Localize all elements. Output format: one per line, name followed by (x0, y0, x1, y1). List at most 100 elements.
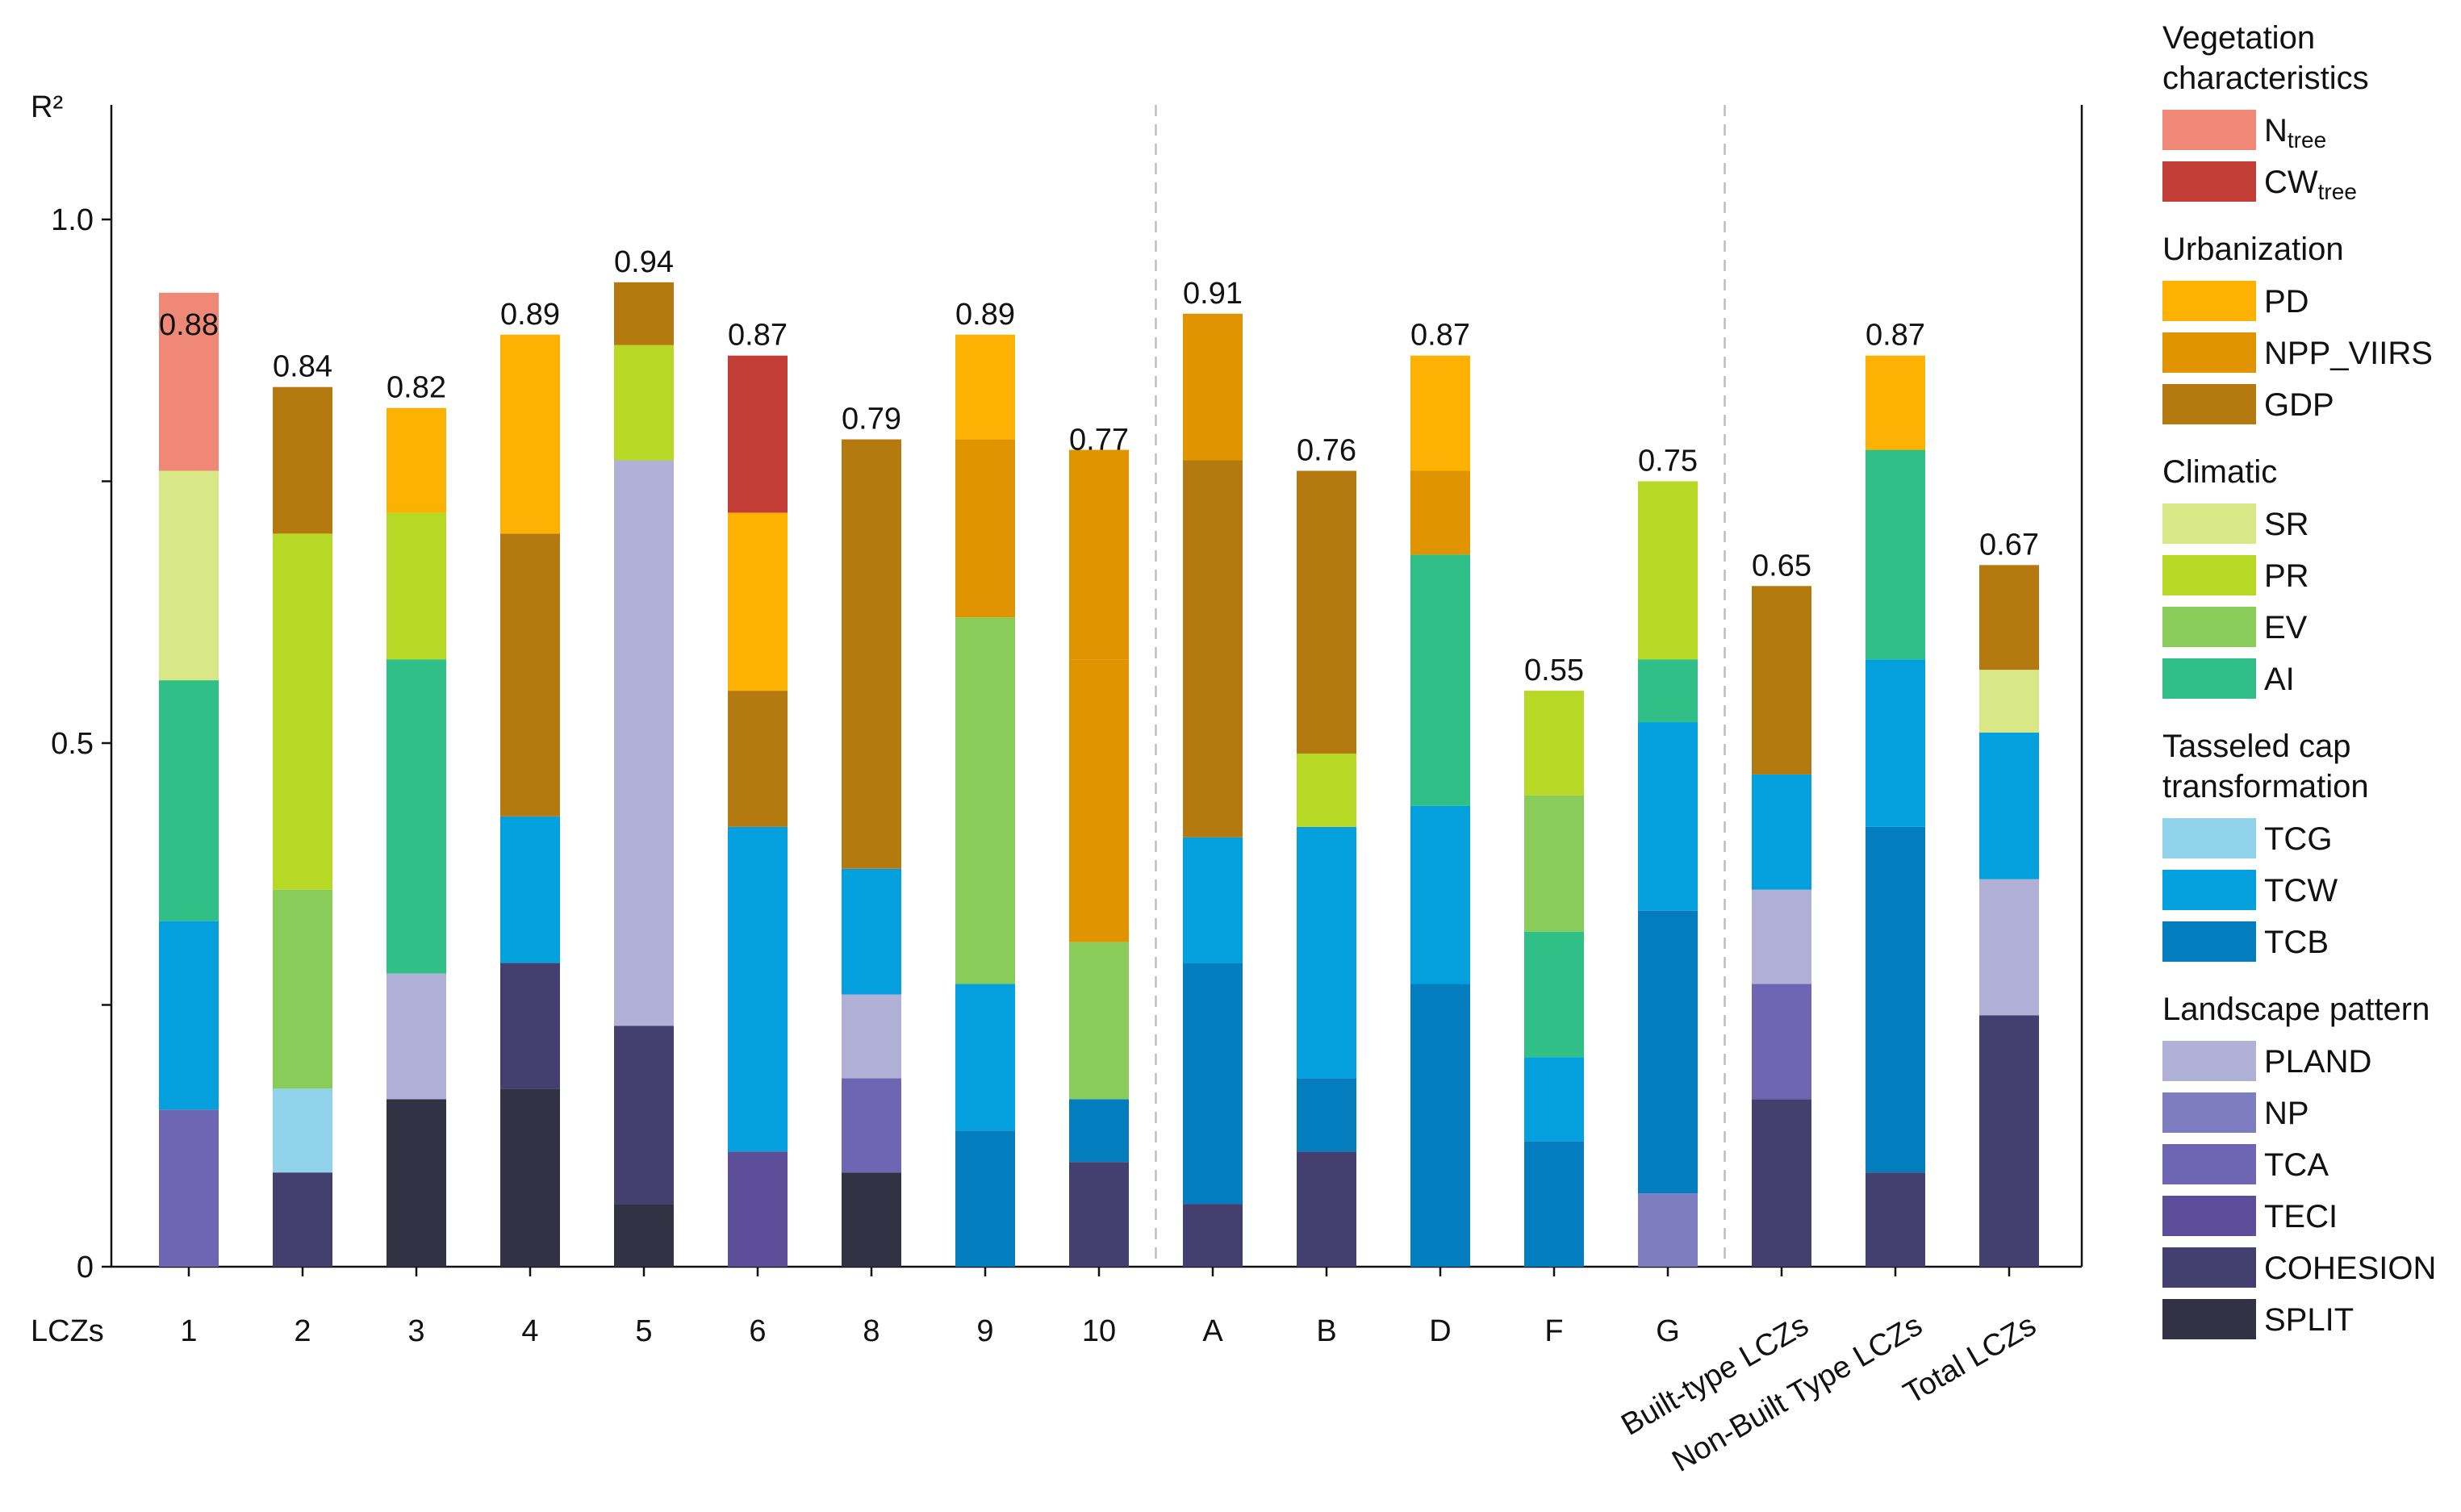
bar-segment-tcw (728, 826, 788, 1152)
bar-segment-cohesion (1752, 1099, 1811, 1267)
bar-segment-tcb (1183, 963, 1243, 1205)
total-value-label: 0.67 (1979, 528, 2039, 562)
legend-group-title: characteristics (2162, 61, 2369, 96)
legend-swatch-tcg (2162, 818, 2256, 858)
bar-segment-cwtree (728, 355, 788, 513)
total-value-label: 0.88 (159, 308, 219, 342)
legend-group-title: transformation (2162, 769, 2369, 804)
legend-group-title: Vegetation (2162, 20, 2315, 56)
bar-segment-ai (159, 680, 219, 921)
bar-segment-ev (955, 617, 1015, 984)
bar-segment-split (614, 1204, 674, 1267)
y-tick-label: 1.0 (51, 203, 94, 237)
bar-segment-ev (1524, 795, 1584, 932)
x-tick-label: 8 (863, 1314, 880, 1348)
bar-segment-npp_viirs (955, 439, 1015, 618)
x-tick-label: B (1316, 1314, 1336, 1348)
x-tick-label: D (1429, 1314, 1451, 1348)
legend-label-subscript: tree (2318, 179, 2357, 204)
legend-swatch-pr (2162, 555, 2256, 595)
bar-segment-cohesion (1069, 1162, 1129, 1267)
bar-segment-tcb (1638, 910, 1698, 1194)
total-value-label: 0.87 (1410, 319, 1470, 353)
bar-segment-npp_viirs (1183, 313, 1243, 461)
bar-segment-ai (1410, 554, 1470, 806)
total-value-label: 0.82 (386, 371, 446, 405)
legend-swatch-tcw (2162, 870, 2256, 910)
legend-swatch-pd (2162, 281, 2256, 321)
legend-label: GDP (2264, 387, 2334, 423)
legend-swatch-gdp (2162, 384, 2256, 424)
x-tick-label: A (1202, 1314, 1223, 1348)
total-value-label: 0.79 (842, 403, 901, 436)
bar-segment-pd (1866, 355, 1925, 450)
legend-swatch-cohesion (2162, 1247, 2256, 1288)
bar-segment-npp_viirs (1410, 470, 1470, 555)
x-axis-title: LCZs (31, 1314, 104, 1348)
bar-segment-tcb (1524, 1141, 1584, 1267)
x-tick-label: 5 (635, 1314, 652, 1348)
bar-segment-tcb (1410, 984, 1470, 1267)
bar-segment-pr (1524, 691, 1584, 796)
bar-segment-tca (842, 1078, 901, 1173)
total-value-label: 0.84 (273, 350, 332, 384)
legend-swatch-cwtree (2162, 161, 2256, 202)
bar-segment-tcw (1183, 837, 1243, 963)
legend-label: TCB (2264, 925, 2329, 960)
bar-segment-ev (1069, 942, 1129, 1100)
total-value-label: 0.91 (1183, 277, 1243, 311)
bar-segment-tcw (1752, 774, 1811, 890)
x-tick-label: 3 (407, 1314, 424, 1348)
legend-swatch-np (2162, 1092, 2256, 1133)
bar-segment-tcb (955, 1130, 1015, 1267)
legend-group-title: Climatic (2162, 454, 2277, 490)
legend-label: TCA (2264, 1147, 2329, 1183)
bar-segment-pd (386, 407, 446, 513)
legend-label: TECI (2264, 1199, 2338, 1234)
legend-swatch-ntree (2162, 110, 2256, 150)
total-value-label: 0.76 (1297, 434, 1356, 468)
bar-segment-gdp (273, 386, 332, 534)
bar-segment-tca (1752, 984, 1811, 1100)
x-tick-label: F (1544, 1314, 1563, 1348)
bar-segment-split (842, 1172, 901, 1267)
total-value-label: 0.89 (500, 298, 560, 332)
bar-segment-cohesion (1866, 1172, 1925, 1267)
legend-swatch-teci (2162, 1196, 2256, 1236)
bar-segment-split (386, 1099, 446, 1267)
bar-segment-tcb (1069, 1099, 1129, 1163)
x-tick-label: G (1656, 1314, 1680, 1348)
total-value-label: 0.94 (614, 245, 674, 279)
legend-swatch-sr (2162, 503, 2256, 544)
x-tick-label: 6 (749, 1314, 766, 1348)
bar-segment-sr (1979, 670, 2039, 733)
legend-label: TCW (2264, 873, 2338, 908)
total-value-label: 0.89 (955, 298, 1015, 332)
bar-segment-pr (614, 345, 674, 461)
bar-segment-pr (1638, 481, 1698, 660)
bar-segment-tcw (159, 921, 219, 1110)
y-axis-title: R² (31, 90, 63, 124)
bar-segment-cohesion (1183, 1204, 1243, 1267)
legend-label: PLAND (2264, 1044, 2371, 1080)
bar-segment-tcw (1297, 826, 1356, 1079)
bar-segment-split (500, 1088, 560, 1267)
bar-segment-tcw (1638, 722, 1698, 911)
legend-label: Ntree (2264, 113, 2326, 152)
bar-segment-ntree (159, 292, 219, 471)
legend-label: EV (2264, 610, 2308, 645)
bar-segment-npp_viirs (1069, 659, 1129, 942)
bar-segment-tcw (842, 868, 901, 995)
bar-segment-gdp (1183, 460, 1243, 837)
bar-segment-pland (614, 460, 674, 1026)
x-tick-label: 2 (294, 1314, 311, 1348)
bar-segment-gdp (1752, 586, 1811, 775)
bar-segment-sr (159, 470, 219, 681)
bar-segment-pd (1410, 355, 1470, 471)
bar-segment-gdp (614, 282, 674, 345)
bar-segment-gdp (842, 439, 901, 869)
bar-segment-ev (273, 889, 332, 1089)
legend-label: PD (2264, 284, 2309, 320)
bar-segment-tcw (500, 816, 560, 963)
